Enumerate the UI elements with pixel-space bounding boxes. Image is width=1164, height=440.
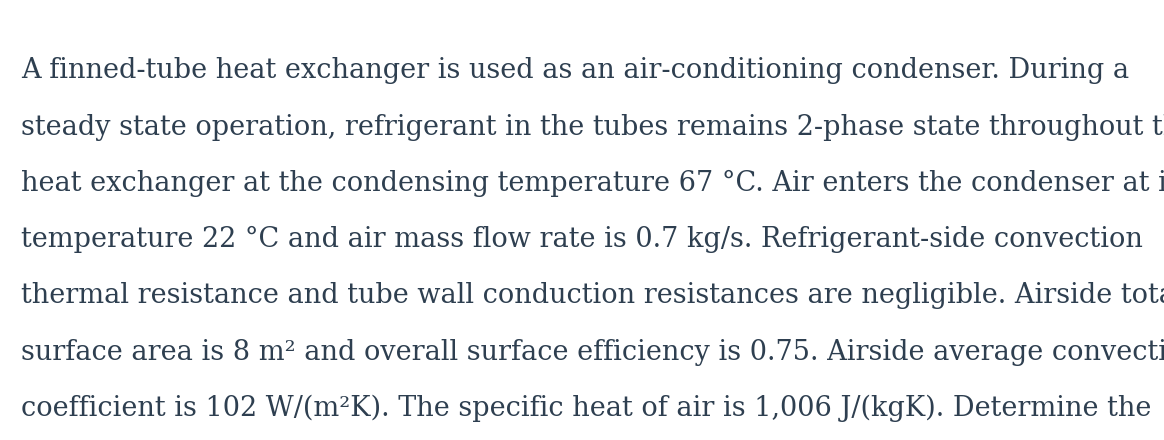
Text: heat exchanger at the condensing temperature 67 °C. Air enters the condenser at : heat exchanger at the condensing tempera… <box>21 170 1164 197</box>
Text: coefficient is 102 W/(m²K). The specific heat of air is 1,006 J/(kgK). Determine: coefficient is 102 W/(m²K). The specific… <box>21 395 1151 422</box>
Text: A finned-tube heat exchanger is used as an air-conditioning condenser. During a: A finned-tube heat exchanger is used as … <box>21 57 1129 84</box>
Text: surface area is 8 m² and overall surface efficiency is 0.75. Airside average con: surface area is 8 m² and overall surface… <box>21 339 1164 366</box>
Text: thermal resistance and tube wall conduction resistances are negligible. Airside : thermal resistance and tube wall conduct… <box>21 282 1164 309</box>
Text: temperature 22 °C and air mass flow rate is 0.7 kg/s. Refrigerant-side convectio: temperature 22 °C and air mass flow rate… <box>21 226 1143 253</box>
Text: steady state operation, refrigerant in the tubes remains 2-phase state throughou: steady state operation, refrigerant in t… <box>21 114 1164 140</box>
